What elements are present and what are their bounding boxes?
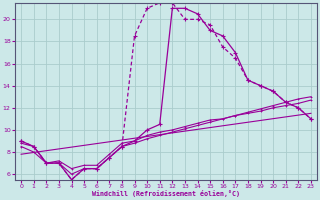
X-axis label: Windchill (Refroidissement éolien,°C): Windchill (Refroidissement éolien,°C) bbox=[92, 190, 240, 197]
